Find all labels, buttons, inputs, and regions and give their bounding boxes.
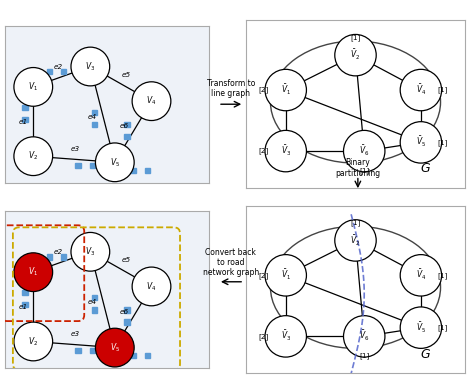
FancyBboxPatch shape xyxy=(92,295,97,300)
Text: e6: e6 xyxy=(120,309,129,315)
FancyBboxPatch shape xyxy=(75,348,81,353)
Circle shape xyxy=(400,69,442,111)
Circle shape xyxy=(400,255,442,296)
Text: $V_{2}$: $V_{2}$ xyxy=(28,335,38,348)
Text: $\bar{G}$: $\bar{G}$ xyxy=(420,346,431,362)
Text: Binary
partitioning: Binary partitioning xyxy=(335,158,381,178)
Text: $V_{5}$: $V_{5}$ xyxy=(110,341,120,354)
Text: $\bar{V}_{4}$: $\bar{V}_{4}$ xyxy=(416,268,426,283)
Text: $\bar{V}_{2}$: $\bar{V}_{2}$ xyxy=(350,48,361,62)
Text: $V_{2}$: $V_{2}$ xyxy=(28,150,38,163)
Text: $\bar{V}_{6}$: $\bar{V}_{6}$ xyxy=(359,144,369,158)
Text: $\bar{V}_{2}$: $\bar{V}_{2}$ xyxy=(350,234,361,247)
Text: $V_{5}$: $V_{5}$ xyxy=(110,156,120,169)
Text: $\bar{V}_{3}$: $\bar{V}_{3}$ xyxy=(281,144,291,158)
Text: Convert back
to road
network graph: Convert back to road network graph xyxy=(203,247,259,278)
Circle shape xyxy=(71,47,109,86)
Text: [1]: [1] xyxy=(350,34,361,41)
Text: [1]: [1] xyxy=(438,272,448,279)
Circle shape xyxy=(132,82,171,120)
Text: e2: e2 xyxy=(54,64,63,70)
Text: $V_{1}$: $V_{1}$ xyxy=(28,81,38,93)
Text: [1]: [1] xyxy=(359,168,369,174)
Text: [2]: [2] xyxy=(259,148,269,154)
Text: e5: e5 xyxy=(121,257,130,263)
FancyBboxPatch shape xyxy=(130,353,136,358)
Text: e1: e1 xyxy=(18,119,27,125)
Circle shape xyxy=(14,253,53,291)
FancyBboxPatch shape xyxy=(61,69,66,74)
Text: e3: e3 xyxy=(70,146,79,152)
FancyBboxPatch shape xyxy=(22,302,28,307)
Text: e3: e3 xyxy=(70,331,79,337)
Text: [2]: [2] xyxy=(259,272,269,279)
Circle shape xyxy=(132,267,171,306)
Circle shape xyxy=(335,34,376,76)
Text: $V_{4}$: $V_{4}$ xyxy=(146,95,156,107)
FancyBboxPatch shape xyxy=(22,117,28,122)
Circle shape xyxy=(95,328,134,367)
FancyBboxPatch shape xyxy=(22,290,28,295)
Circle shape xyxy=(265,255,306,296)
Circle shape xyxy=(14,68,53,106)
Circle shape xyxy=(265,130,306,172)
Text: [2]: [2] xyxy=(259,87,269,93)
Circle shape xyxy=(265,69,306,111)
FancyBboxPatch shape xyxy=(90,348,95,353)
Text: Transform to
line graph: Transform to line graph xyxy=(207,79,255,98)
Circle shape xyxy=(14,137,53,176)
FancyBboxPatch shape xyxy=(124,134,130,139)
FancyBboxPatch shape xyxy=(130,168,136,173)
Circle shape xyxy=(335,220,376,261)
Text: $\bar{V}_{6}$: $\bar{V}_{6}$ xyxy=(359,329,369,344)
Circle shape xyxy=(344,316,385,357)
FancyBboxPatch shape xyxy=(124,122,130,127)
FancyBboxPatch shape xyxy=(47,254,52,259)
Text: [1]: [1] xyxy=(350,220,361,226)
FancyBboxPatch shape xyxy=(124,307,130,313)
Text: $\bar{V}_{1}$: $\bar{V}_{1}$ xyxy=(281,83,291,97)
Text: e2: e2 xyxy=(54,249,63,256)
Text: [2]: [2] xyxy=(259,333,269,340)
Circle shape xyxy=(71,232,109,271)
Circle shape xyxy=(95,143,134,182)
FancyBboxPatch shape xyxy=(22,105,28,110)
Text: $\bar{V}_{5}$: $\bar{V}_{5}$ xyxy=(416,135,426,149)
FancyBboxPatch shape xyxy=(90,163,95,168)
Circle shape xyxy=(14,322,53,361)
Circle shape xyxy=(344,130,385,172)
FancyBboxPatch shape xyxy=(145,168,150,173)
Text: $\bar{V}_{5}$: $\bar{V}_{5}$ xyxy=(416,320,426,335)
Text: $\bar{V}_{4}$: $\bar{V}_{4}$ xyxy=(416,83,426,97)
FancyBboxPatch shape xyxy=(92,307,97,313)
Text: e5: e5 xyxy=(121,72,130,78)
FancyBboxPatch shape xyxy=(145,353,150,358)
Text: $\bar{G}$: $\bar{G}$ xyxy=(420,161,431,176)
Text: [1]: [1] xyxy=(359,353,369,359)
FancyBboxPatch shape xyxy=(75,163,81,168)
Text: [1]: [1] xyxy=(438,324,448,331)
Text: $V_{3}$: $V_{3}$ xyxy=(85,60,95,73)
Text: e1: e1 xyxy=(18,304,27,310)
Text: e4: e4 xyxy=(88,114,97,120)
Circle shape xyxy=(265,316,306,357)
Text: e6: e6 xyxy=(120,124,129,129)
FancyBboxPatch shape xyxy=(47,69,52,74)
Text: $V_{3}$: $V_{3}$ xyxy=(85,245,95,258)
FancyBboxPatch shape xyxy=(124,320,130,325)
Text: [1]: [1] xyxy=(438,87,448,93)
FancyBboxPatch shape xyxy=(61,254,66,259)
Text: [1]: [1] xyxy=(438,139,448,146)
Text: G: G xyxy=(102,165,111,178)
Circle shape xyxy=(400,307,442,349)
Text: G: G xyxy=(102,350,111,363)
Text: $\bar{V}_{3}$: $\bar{V}_{3}$ xyxy=(281,329,291,344)
FancyBboxPatch shape xyxy=(92,110,97,115)
Text: $V_{1}$: $V_{1}$ xyxy=(28,266,38,278)
Text: $V_{4}$: $V_{4}$ xyxy=(146,280,156,293)
Text: e4: e4 xyxy=(88,299,97,305)
Circle shape xyxy=(400,122,442,163)
FancyBboxPatch shape xyxy=(92,122,97,127)
Text: $\bar{V}_{1}$: $\bar{V}_{1}$ xyxy=(281,268,291,283)
